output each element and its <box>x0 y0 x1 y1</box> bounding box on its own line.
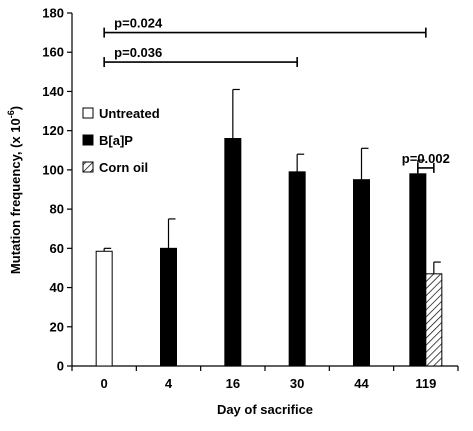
y-tick-label: 160 <box>42 45 64 60</box>
x-axis-ticks: 0 4 16 30 44 119 <box>71 366 459 391</box>
significance-annotations: p=0.024 p=0.036 p=0.002 <box>103 16 450 173</box>
legend-label: Corn oil <box>99 160 148 175</box>
y-axis-title-close: ) <box>8 106 23 110</box>
y-axis-title-main: Mutation frequency, (x 10 <box>8 118 23 274</box>
y-axis-ticks: 0 20 40 60 80 100 120 140 160 180 <box>42 6 72 374</box>
y-tick-label: 20 <box>50 319 64 334</box>
plot-frame <box>71 13 458 367</box>
x-tick-label: 119 <box>415 376 436 391</box>
x-tick-label: 16 <box>226 376 240 391</box>
bar <box>353 179 370 367</box>
y-tick-label: 120 <box>42 123 64 138</box>
x-tick-label: 44 <box>354 376 369 391</box>
x-tick-label: 0 <box>101 376 108 391</box>
y-tick-label: 80 <box>50 202 64 217</box>
bar <box>160 247 177 367</box>
legend-swatch <box>82 134 94 146</box>
legend-swatch <box>82 161 94 173</box>
y-tick-label: 40 <box>50 280 64 295</box>
bar <box>409 173 427 367</box>
bar <box>288 171 306 367</box>
x-tick-label: 30 <box>290 376 304 391</box>
y-tick-label: 0 <box>57 359 64 374</box>
y-axis-title-exponent: -6 <box>6 110 16 118</box>
p-value-label: p=0.036 <box>114 45 162 60</box>
x-tick-label: 4 <box>165 376 173 391</box>
legend-label: Untreated <box>99 106 160 121</box>
bar <box>95 250 113 367</box>
p-value-label: p=0.002 <box>402 151 450 166</box>
y-axis-title: Mutation frequency, (x 10-6) <box>6 106 23 274</box>
y-tick-label: 60 <box>50 241 64 256</box>
legend-label: B[a]P <box>99 133 133 148</box>
x-axis-title: Day of sacrifice <box>217 402 313 417</box>
y-tick-label: 140 <box>42 84 64 99</box>
bar <box>425 273 443 367</box>
y-tick-label: 100 <box>42 162 64 177</box>
bar <box>224 138 242 367</box>
bars-group <box>95 138 443 367</box>
legend-swatch <box>82 107 94 119</box>
p-value-label: p=0.024 <box>114 16 163 31</box>
y-tick-label: 180 <box>42 6 64 21</box>
legend: Untreated B[a]P Corn oil <box>82 106 160 175</box>
